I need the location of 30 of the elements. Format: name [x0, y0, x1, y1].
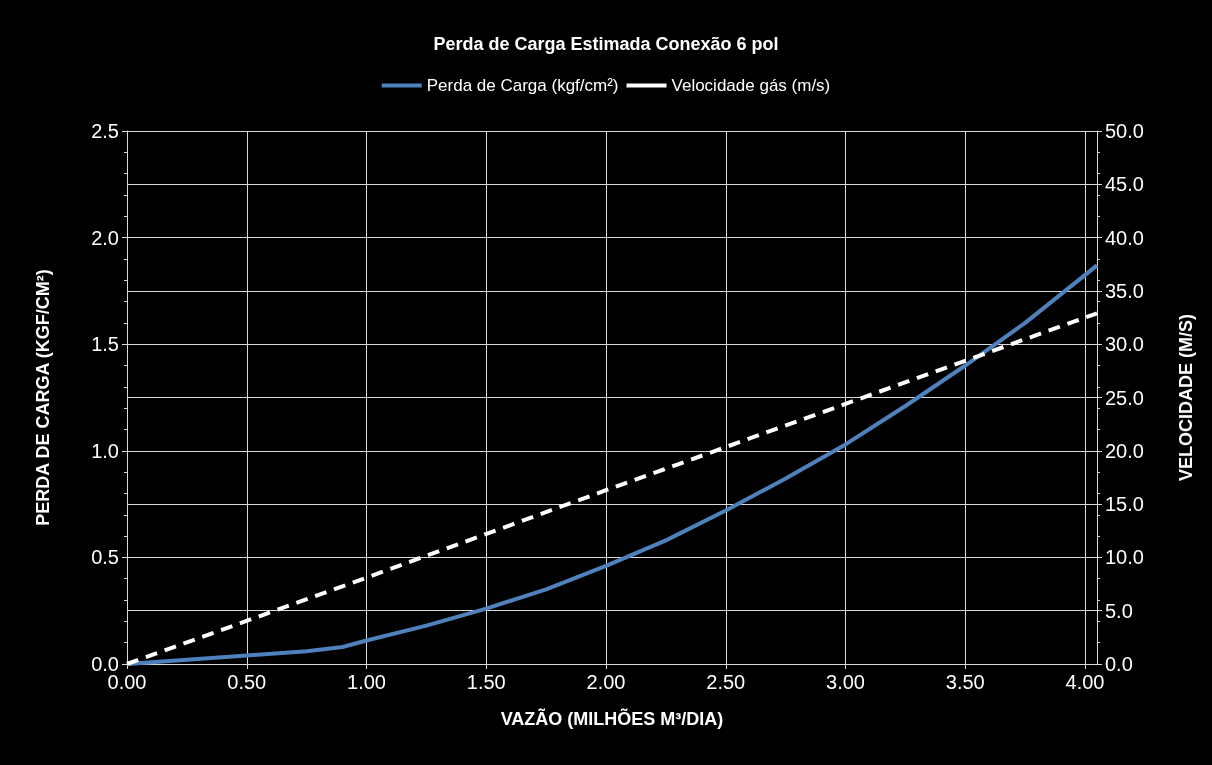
x-tick-label: 3.50 [945, 671, 985, 693]
y2-axis-title: VELOCIDADE (M/S) [1176, 313, 1196, 482]
y2-tick-label: 30.0 [1105, 333, 1144, 356]
legend-label: Perda de Carga (kgf/cm²) [426, 76, 619, 95]
y2-tick-label: 45.0 [1105, 173, 1144, 196]
x-tick-label: 2.00 [586, 671, 626, 693]
y-tick-label: 1.0 [91, 439, 119, 462]
x-tick-label: 3.00 [826, 671, 865, 693]
legend-label: Velocidade gás (m/s) [671, 76, 831, 95]
y2-tick-label: 5.0 [1105, 599, 1133, 622]
y2-tick-label: 20.0 [1105, 439, 1144, 462]
y-tick-label: 0.5 [91, 546, 119, 569]
y2-tick-label: 25.0 [1105, 386, 1144, 409]
y-tick-label: 2.0 [91, 226, 119, 249]
y2-tick-label: 10.0 [1105, 546, 1144, 569]
y2-tick-label: 35.0 [1105, 279, 1144, 302]
x-tick-label: 4.00 [1065, 671, 1105, 693]
y2-tick-label: 15.0 [1105, 493, 1144, 516]
x-axis-title: VAZÃO (MILHÕES M³/DIA) [500, 708, 724, 729]
x-tick-label: 0.50 [227, 671, 267, 693]
x-tick-label: 1.00 [347, 671, 386, 693]
chart-title: Perda de Carga Estimada Conexão 6 pol [433, 34, 779, 54]
x-tick-label: 2.50 [706, 671, 746, 693]
x-tick-label: 1.50 [466, 671, 506, 693]
y-tick-label: 1.5 [91, 333, 119, 356]
y2-tick-label: 0.0 [1105, 653, 1133, 675]
y-tick-label: 2.5 [91, 120, 119, 142]
y2-tick-label: 40.0 [1105, 226, 1144, 249]
y-axis-title: PERDA DE CARGA (KGF/CM²) [33, 269, 53, 526]
y2-tick-label: 50.0 [1105, 120, 1144, 142]
